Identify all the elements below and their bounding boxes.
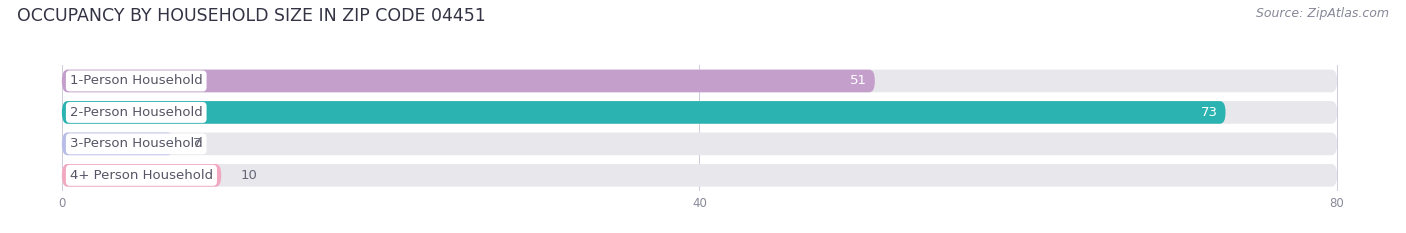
FancyBboxPatch shape (62, 101, 1226, 124)
Text: Source: ZipAtlas.com: Source: ZipAtlas.com (1256, 7, 1389, 20)
FancyBboxPatch shape (62, 133, 1337, 155)
Text: 1-Person Household: 1-Person Household (70, 75, 202, 87)
Text: 10: 10 (240, 169, 257, 182)
Text: 2-Person Household: 2-Person Household (70, 106, 202, 119)
FancyBboxPatch shape (62, 164, 221, 187)
FancyBboxPatch shape (62, 164, 1337, 187)
FancyBboxPatch shape (62, 70, 875, 92)
Text: 7: 7 (193, 137, 201, 150)
FancyBboxPatch shape (62, 70, 1337, 92)
Text: OCCUPANCY BY HOUSEHOLD SIZE IN ZIP CODE 04451: OCCUPANCY BY HOUSEHOLD SIZE IN ZIP CODE … (17, 7, 485, 25)
Text: 73: 73 (1201, 106, 1218, 119)
Text: 3-Person Household: 3-Person Household (70, 137, 202, 150)
Text: 4+ Person Household: 4+ Person Household (70, 169, 212, 182)
FancyBboxPatch shape (62, 133, 173, 155)
Text: 51: 51 (849, 75, 868, 87)
FancyBboxPatch shape (62, 101, 1337, 124)
